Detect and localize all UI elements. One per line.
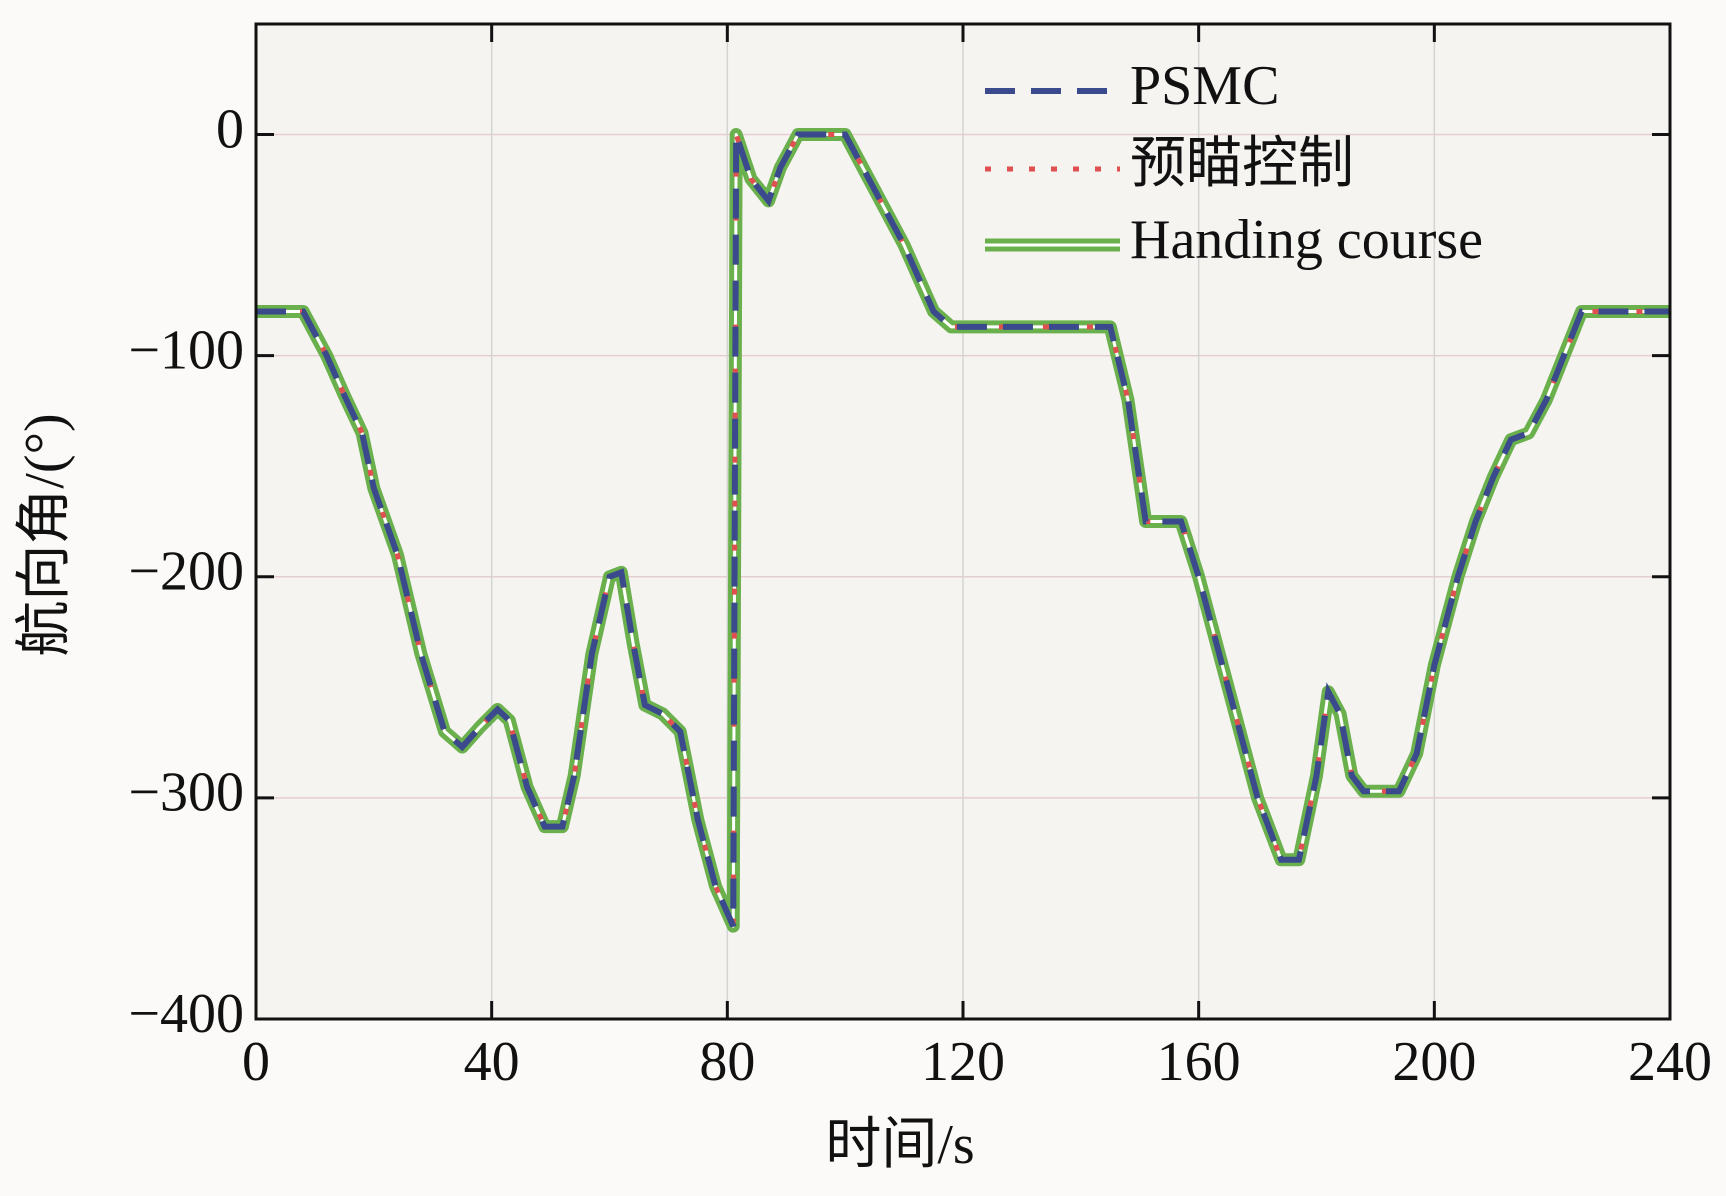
plot-frame xyxy=(254,22,1672,1021)
y-tick-label: 0 xyxy=(216,98,244,160)
x-tick-label: 160 xyxy=(1157,1031,1241,1093)
legend-label: PSMC xyxy=(1130,55,1279,117)
x-tick-label: 40 xyxy=(464,1031,520,1093)
x-tick-label: 240 xyxy=(1628,1031,1712,1093)
y-tick-label: −400 xyxy=(128,983,244,1045)
legend-label: Handing course xyxy=(1130,209,1483,271)
y-tick-label: −300 xyxy=(128,762,244,824)
x-tick-label: 0 xyxy=(242,1031,270,1093)
x-tick-label: 80 xyxy=(699,1031,755,1093)
x-axis-label: 时间/s xyxy=(825,1114,974,1176)
x-tick-label: 200 xyxy=(1392,1031,1476,1093)
y-tick-label: −100 xyxy=(128,320,244,382)
legend-label: 预瞄控制 xyxy=(1130,133,1354,195)
x-tick-label: 120 xyxy=(921,1031,1005,1093)
y-axis-label: 航向角/(°) xyxy=(14,413,76,656)
line xyxy=(256,131,1670,928)
y-tick-label: −200 xyxy=(128,541,244,603)
